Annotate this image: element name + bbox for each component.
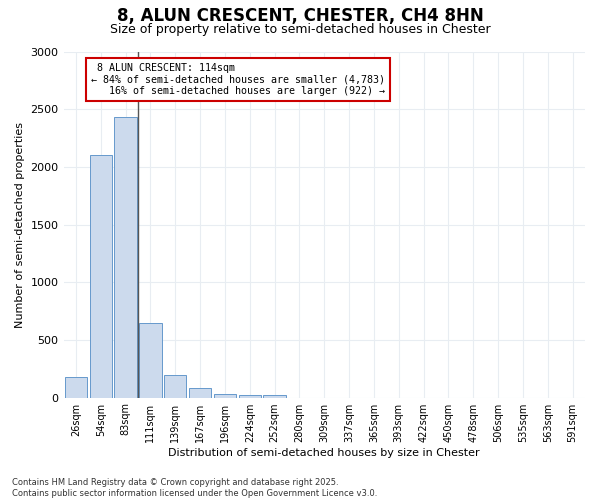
- Text: Size of property relative to semi-detached houses in Chester: Size of property relative to semi-detach…: [110, 22, 490, 36]
- Bar: [115, 118, 137, 398]
- Bar: [239, 394, 261, 398]
- Bar: [164, 375, 187, 398]
- Bar: [65, 378, 87, 398]
- Text: Contains HM Land Registry data © Crown copyright and database right 2025.
Contai: Contains HM Land Registry data © Crown c…: [12, 478, 377, 498]
- Bar: [189, 388, 211, 398]
- Bar: [214, 394, 236, 398]
- Bar: [263, 396, 286, 398]
- X-axis label: Distribution of semi-detached houses by size in Chester: Distribution of semi-detached houses by …: [169, 448, 480, 458]
- Text: 8 ALUN CRESCENT: 114sqm
← 84% of semi-detached houses are smaller (4,783)
   16%: 8 ALUN CRESCENT: 114sqm ← 84% of semi-de…: [91, 63, 385, 96]
- Text: 8, ALUN CRESCENT, CHESTER, CH4 8HN: 8, ALUN CRESCENT, CHESTER, CH4 8HN: [116, 8, 484, 26]
- Bar: [139, 323, 161, 398]
- Y-axis label: Number of semi-detached properties: Number of semi-detached properties: [15, 122, 25, 328]
- Bar: [89, 156, 112, 398]
